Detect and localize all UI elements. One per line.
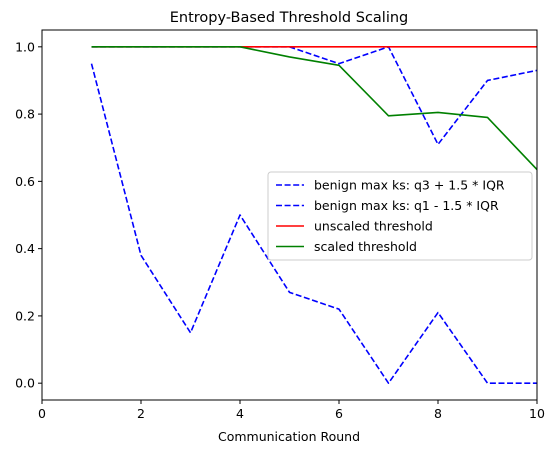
y-tick-label: 0.0 — [15, 376, 35, 391]
x-tick-label: 10 — [529, 406, 545, 421]
legend-label-3: unscaled threshold — [314, 219, 433, 234]
x-axis-label: Communication Round — [218, 429, 360, 444]
series-group — [90, 46, 537, 384]
x-tick-label: 4 — [236, 406, 244, 421]
legend-label-4: scaled threshold — [314, 239, 417, 254]
legend-label-1: benign max ks: q3 + 1.5 * IQR — [314, 178, 505, 193]
y-tick-label: 0.6 — [15, 174, 35, 189]
x-tick-label: 0 — [38, 406, 46, 421]
chart-title: Entropy-Based Threshold Scaling — [170, 10, 409, 26]
plot-area: 0 2 4 6 8 10 0.0 0.2 0.4 0.6 0.8 1.0 — [15, 29, 545, 421]
legend: benign max ks: q3 + 1.5 * IQR benign max … — [267, 171, 533, 261]
y-tick-label: 0.8 — [15, 107, 35, 122]
series-line-2 — [90, 63, 537, 384]
y-tick-label: 0.4 — [15, 241, 35, 256]
axes-frame — [41, 29, 538, 401]
x-tick-label: 8 — [434, 406, 442, 421]
x-tick-label: 2 — [137, 406, 145, 421]
legend-box — [267, 171, 533, 261]
y-tick-label: 0.2 — [15, 308, 35, 323]
y-tick-label: 1.0 — [15, 39, 35, 54]
series-line-4 — [91, 46, 537, 171]
x-tick-label: 6 — [335, 406, 343, 421]
legend-label-2: benign max ks: q1 - 1.5 * IQR — [314, 198, 499, 213]
